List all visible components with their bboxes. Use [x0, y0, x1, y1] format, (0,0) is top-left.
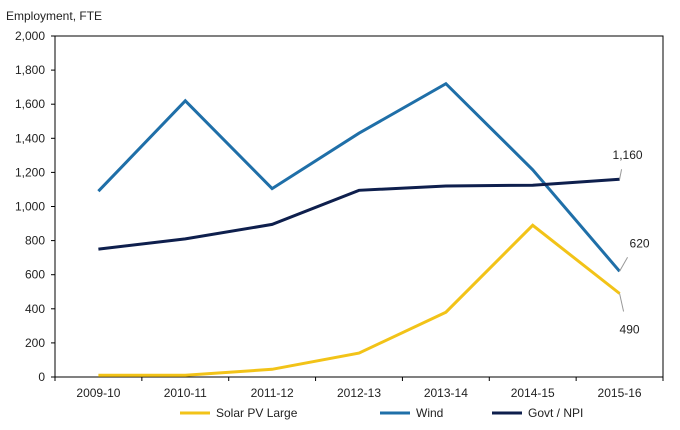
data-label: 1,160	[613, 148, 643, 162]
y-tick-label: 600	[25, 268, 45, 282]
y-tick-label: 1,000	[15, 200, 45, 214]
y-tick-label: 1,200	[15, 165, 45, 179]
legend-label: Solar PV Large	[216, 406, 298, 420]
x-tick-label: 2015-16	[598, 386, 642, 400]
y-tick-label: 200	[25, 336, 45, 350]
y-tick-label: 0	[38, 370, 45, 384]
x-tick-label: 2014-15	[511, 386, 555, 400]
x-axis: 2009-10 2010-11 2011-12 2012-13 2013-14 2014-…	[54, 377, 664, 400]
x-tick-label: 2009-10	[76, 386, 120, 400]
y-tick-label: 800	[25, 234, 45, 248]
plot-area-frame	[54, 35, 664, 378]
y-tick-label: 1,400	[15, 131, 45, 145]
series-lines	[97, 81, 621, 377]
data-labels: 1,160 620 490	[613, 148, 650, 336]
legend: Solar PV Large Wind Govt / NPI	[180, 406, 583, 420]
legend-label: Wind	[416, 406, 443, 420]
data-label-leader	[619, 169, 623, 180]
series-line-govt-npi	[98, 177, 620, 251]
y-axis: 0 200 400 600 800 1,000 1,200 1,400 1,600 1,800 2,…	[15, 29, 55, 384]
x-tick-label: 2012-13	[337, 386, 381, 400]
data-label-leader	[619, 257, 629, 272]
data-label: 490	[620, 322, 640, 336]
y-tick-label: 400	[25, 302, 45, 316]
x-tick-label: 2010-11	[164, 386, 207, 400]
legend-label: Govt / NPI	[528, 406, 583, 420]
series-line-solar-pv-large	[98, 223, 621, 377]
data-label-leader	[619, 293, 625, 312]
x-tick-label: 2011-12	[251, 386, 294, 400]
y-tick-label: 2,000	[15, 29, 45, 43]
y-tick-label: 1,800	[15, 63, 45, 77]
y-axis-title: Employment, FTE	[6, 9, 102, 23]
data-label: 620	[630, 236, 650, 250]
y-tick-label: 1,600	[15, 97, 45, 111]
series-line-wind	[97, 81, 621, 273]
x-tick-label: 2013-14	[424, 386, 468, 400]
